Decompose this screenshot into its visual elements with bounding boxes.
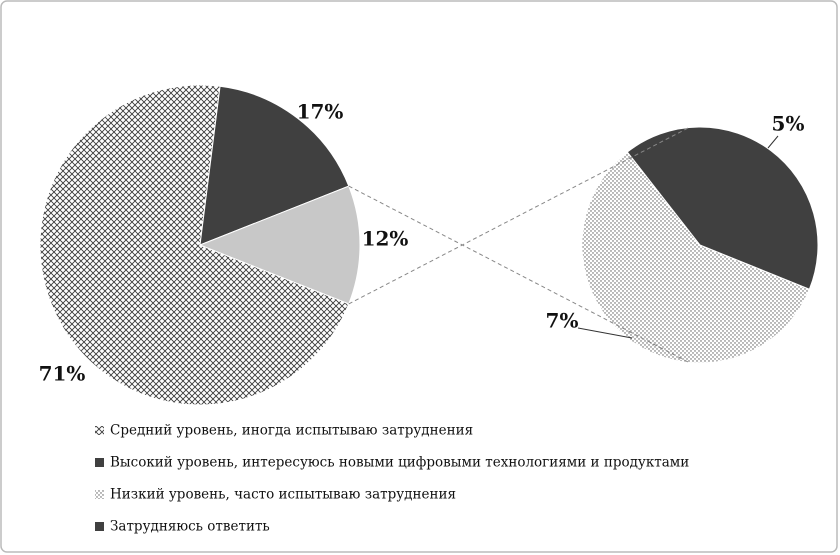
connector-line xyxy=(348,185,691,364)
pie-slice xyxy=(198,185,361,305)
legend-label: Затрудняюсь ответить xyxy=(110,519,270,535)
pie-slice xyxy=(581,151,811,364)
legend-label: Средний уровень, иногда испытываю затруд… xyxy=(110,423,473,439)
data-label: 12% xyxy=(362,227,409,251)
legend-marker xyxy=(95,426,104,435)
leader-line xyxy=(577,327,633,339)
legend-label: Низкий уровень, часто испытываю затрудне… xyxy=(110,487,456,503)
legend-marker xyxy=(95,490,104,499)
pie-slice xyxy=(626,126,819,290)
pie-slice xyxy=(199,85,350,246)
data-label: 71% xyxy=(39,362,86,386)
legend-label: Высокий уровень, интересуюсь новыми цифр… xyxy=(110,455,689,471)
data-label: 17% xyxy=(297,100,344,124)
legend-marker xyxy=(95,458,104,467)
legend-marker xyxy=(95,522,104,531)
leader-line xyxy=(767,135,779,149)
data-label: 7% xyxy=(546,309,579,333)
pie-slice xyxy=(39,84,350,406)
connector-line xyxy=(348,126,691,305)
data-label: 5% xyxy=(772,112,805,136)
